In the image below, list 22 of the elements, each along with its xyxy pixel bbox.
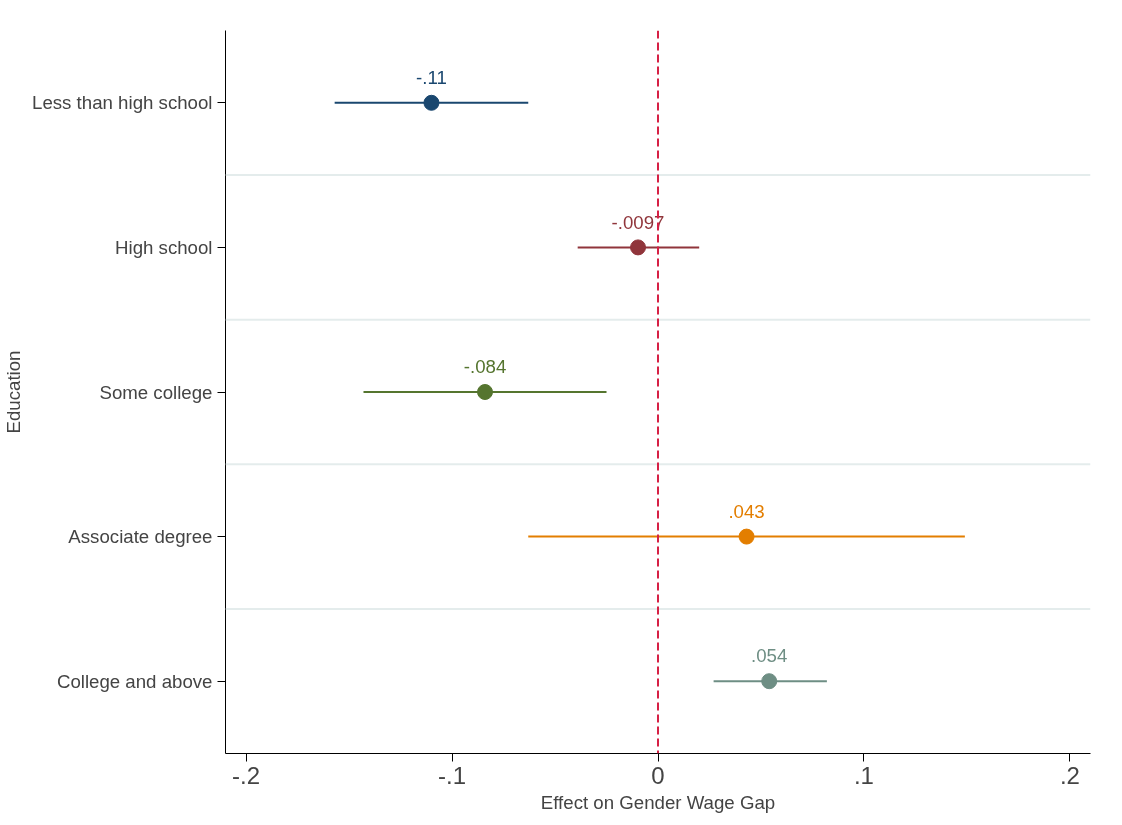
y-tick-label: College and above — [56, 670, 213, 692]
data-label: .043 — [728, 500, 765, 522]
data-label: -.084 — [463, 356, 507, 378]
point — [423, 94, 440, 111]
data-label: -.11 — [416, 67, 447, 88]
y-axis-title: Education — [3, 350, 25, 434]
point — [738, 528, 755, 545]
data-label: -.0097 — [611, 211, 665, 233]
point — [477, 384, 493, 400]
y-tick-label: Less than high school — [32, 92, 213, 114]
point — [630, 239, 647, 256]
x-tick-label: -.1 — [438, 761, 467, 789]
y-tick-label: Some college — [99, 381, 213, 403]
point — [761, 673, 778, 690]
x-axis-title: Effect on Gender Wage Gap — [540, 791, 776, 813]
y-tick-label: Associate degree — [68, 526, 213, 548]
x-tick-label: .2 — [1059, 761, 1080, 789]
x-tick-label: .1 — [853, 761, 874, 789]
data-label: .054 — [751, 645, 788, 667]
x-tick-label: 0 — [651, 761, 665, 789]
x-tick-label: -.2 — [232, 761, 261, 789]
y-tick-label: High school — [115, 236, 213, 258]
